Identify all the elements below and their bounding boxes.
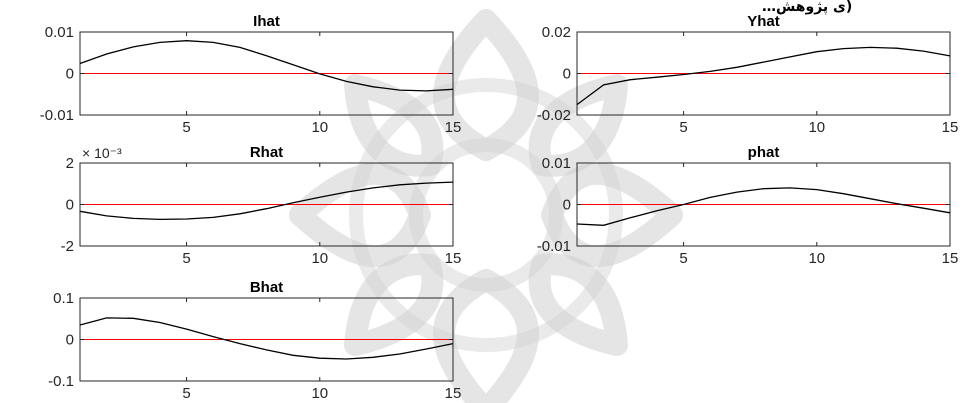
yhat-ytick-label: -0.02: [537, 107, 571, 124]
ihat-xtick-label: 10: [311, 119, 328, 136]
yhat-series-line: [576, 46, 951, 106]
bhat-ytick-label: 0.1: [53, 290, 74, 307]
rhat-ytick-label: -2: [61, 238, 74, 255]
ihat-xtick-label: 15: [445, 119, 462, 136]
bhat-ytick-label: 0: [66, 332, 74, 349]
phat-title: phat: [748, 144, 780, 161]
rhat-xtick-label: 10: [311, 250, 328, 267]
phat-xtick-label: 5: [679, 250, 687, 267]
yhat-ytick-label: 0.02: [542, 24, 571, 41]
watermark-ornament: [289, 9, 683, 403]
plot-ihat: 5 10 15 -0.01 0 0.01 Ihat: [40, 13, 462, 136]
bhat-title: Bhat: [250, 279, 283, 296]
ihat-ytick-label: -0.01: [40, 107, 74, 124]
rhat-xtick-label: 5: [182, 250, 190, 267]
bhat-xtick-label: 5: [182, 385, 190, 402]
bhat-xtick-label: 15: [445, 385, 462, 402]
phat-ytick-label: -0.01: [537, 238, 571, 255]
phat-series-line: [576, 187, 951, 226]
yhat-title: Yhat: [747, 13, 780, 30]
ihat-title: Ihat: [253, 13, 280, 30]
ihat-series-line: [79, 40, 454, 92]
rhat-series-line: [79, 181, 454, 221]
bhat-xtick-label: 10: [311, 385, 328, 402]
phat-xtick-label: 10: [808, 250, 825, 267]
yhat-xtick-label: 15: [942, 119, 959, 136]
rhat-title: Rhat: [250, 144, 283, 161]
plot-rhat: 5 10 15 -2 0 2 × 10⁻³ Rhat: [61, 144, 462, 267]
phat-ytick-label: 0: [563, 197, 571, 214]
plot-phat: 5 10 15 -0.01 0 0.01 phat: [537, 144, 959, 267]
ihat-ytick-label: 0: [66, 66, 74, 83]
rhat-ytick-label: 0: [66, 197, 74, 214]
ihat-ytick-label: 0.01: [45, 24, 74, 41]
bhat-series-line: [79, 317, 454, 360]
plot-yhat: 5 10 15 -0.02 0 0.02 Yhat: [537, 13, 959, 136]
bhat-ytick-label: -0.1: [48, 373, 74, 390]
rhat-ytick-label: 2: [66, 155, 74, 172]
yhat-ytick-label: 0: [563, 66, 571, 83]
plot-bhat: 5 10 15 -0.1 0 0.1 Bhat: [48, 279, 461, 402]
phat-ytick-label: 0.01: [542, 155, 571, 172]
phat-xtick-label: 15: [942, 250, 959, 267]
rhat-exponent-label: × 10⁻³: [82, 145, 122, 161]
ihat-xtick-label: 5: [182, 119, 190, 136]
header-fragment: …ی پژوهش): [762, 0, 852, 15]
rhat-xtick-label: 15: [445, 250, 462, 267]
yhat-xtick-label: 5: [679, 119, 687, 136]
yhat-xtick-label: 10: [808, 119, 825, 136]
